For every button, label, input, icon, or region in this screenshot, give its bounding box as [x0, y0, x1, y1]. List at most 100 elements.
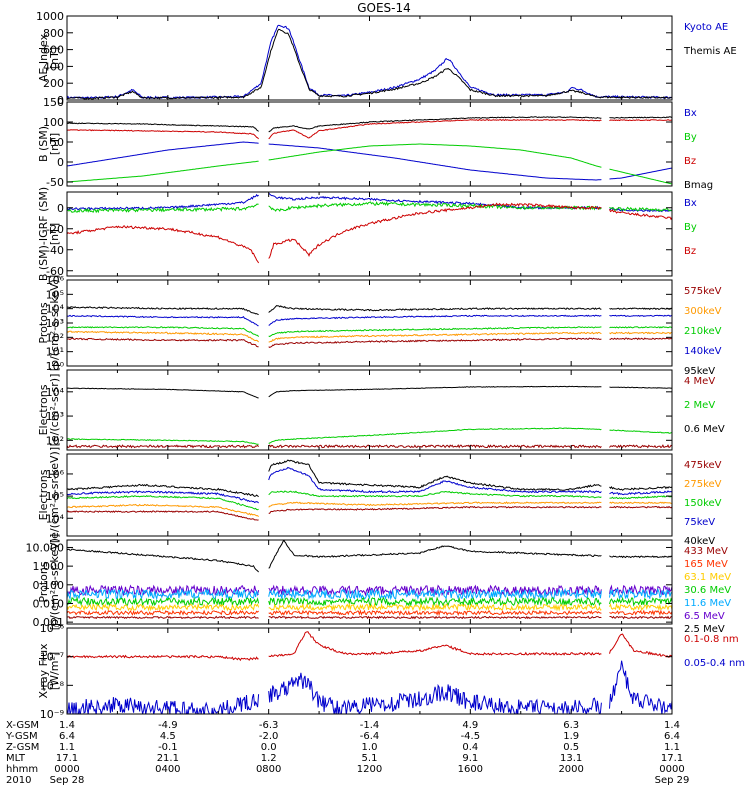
legend-entry: By	[684, 132, 697, 143]
x-axis-ephemeris: X-GSMY-GSMZ-GSMMLThhmm20101.46.41.117.10…	[5, 720, 689, 786]
ephemeris-value: 1.9	[563, 731, 579, 742]
series-line-5-0	[67, 459, 672, 498]
ephemeris-value: Sep 29	[655, 775, 690, 786]
panel-7: 10⁻⁹ 10⁻⁸ 10⁻⁷ 10⁻⁶ X-ray Flux[W/m²] 0.1-0.8 …	[37, 622, 745, 721]
ephemeris-value: 17.1	[56, 753, 78, 764]
y-axis-label: Protons	[37, 561, 50, 602]
trace-group	[67, 305, 672, 348]
legend-entry: 150keV	[684, 498, 722, 509]
panel-frame	[66, 101, 673, 187]
y-tick-label: -50	[46, 176, 64, 189]
legend-entry: 275keV	[684, 479, 722, 490]
legend-entry: 300keV	[684, 306, 722, 317]
ephemeris-value: 0.4	[462, 742, 478, 753]
legend-entry: 95keV	[684, 366, 715, 377]
y-tick-label: 800	[43, 27, 64, 40]
legend-entry: Themis AE	[683, 46, 737, 57]
legend-entry: Bmag	[684, 180, 713, 191]
ephemeris-value: 1.1	[59, 742, 75, 753]
panel-1: -50 0 50 100 150 B (SM)[nT] Bx By Bz Bmag	[37, 96, 713, 191]
legend-entry: 165 MeV	[684, 559, 728, 570]
series-line-0-1	[67, 28, 672, 100]
y-axis-label: B (SM)	[37, 126, 50, 162]
legend-entry: 0.05-0.4 nm	[684, 658, 745, 669]
y-tick-label: -20	[46, 223, 64, 236]
y-tick-label: 1.000	[33, 560, 65, 573]
y-tick-label: 0.100	[33, 579, 65, 592]
series-line-1-1	[67, 143, 672, 185]
legend-entry: 63.1 MeV	[684, 572, 731, 583]
y-tick-label: 600	[43, 44, 64, 57]
ephemeris-value: 13.1	[560, 753, 582, 764]
y-axis-label: [W/m²]	[48, 652, 61, 690]
y-tick-label: 10⁵	[46, 490, 64, 503]
series-line-1-3	[67, 116, 672, 133]
series-line-6-5	[67, 615, 672, 620]
panel-0: 0 200 400 600 800 1000 AE Index[nT] Kyoto AE The…	[36, 10, 737, 107]
ephemeris-value: 6.4	[59, 731, 75, 742]
ephemeris-value: -2.0	[259, 731, 279, 742]
ephemeris-value: 1600	[458, 764, 483, 775]
y-tick-label: 400	[43, 60, 64, 73]
y-tick-label: 10⁶	[46, 468, 65, 481]
y-tick-label: 0	[57, 156, 64, 169]
trace-group	[67, 116, 672, 185]
y-tick-label: 10²	[46, 331, 64, 344]
series-line-5-3	[67, 501, 672, 518]
panel-frame	[66, 191, 673, 277]
ephemeris-value: 4.5	[160, 731, 176, 742]
trace-group	[67, 24, 672, 100]
y-tick-label: 10⁶	[46, 274, 65, 287]
y-tick-label: 200	[43, 77, 64, 90]
y-axis-label: Electrons	[37, 469, 50, 520]
y-axis-label: Electrons	[37, 384, 50, 435]
y-tick-label: 0.001	[33, 616, 65, 629]
series-line-6-1	[67, 587, 672, 601]
ephemeris-value: 1.2	[261, 753, 277, 764]
ephemeris-value: 1200	[357, 764, 382, 775]
legend-entry: 0.1-0.8 nm	[684, 634, 739, 645]
legend-entry: 210keV	[684, 326, 722, 337]
ephemeris-value: 1.4	[664, 720, 680, 731]
panel-2: -60 -40 -20 0 B (SM)-IGRF (SM)[nT] Bx By Bz	[37, 187, 697, 281]
y-axis-label: [p/(cm²-s-sr-keV)]	[48, 275, 61, 372]
ephemeris-value: 6.4	[664, 731, 680, 742]
legend-entry: 11.6 MeV	[684, 598, 731, 609]
y-tick-label: 10³	[46, 317, 64, 330]
series-line-2-1	[67, 201, 672, 214]
y-tick-label: 150	[43, 96, 64, 109]
y-axis-label: Protons	[37, 302, 50, 343]
ephemeris-row-label: Y-GSM	[5, 731, 38, 742]
ephemeris-value: 0800	[256, 764, 281, 775]
plot-title: GOES-14	[357, 1, 411, 15]
series-line-4-2	[67, 444, 672, 449]
y-axis-label: [nT]	[48, 223, 61, 245]
legend-entry: 30.6 MeV	[684, 585, 731, 596]
trace-group	[67, 459, 672, 521]
series-line-3-3	[67, 330, 672, 343]
ephemeris-value: 0000	[659, 764, 684, 775]
ephemeris-value: Sep 28	[50, 775, 85, 786]
y-axis-label: B (SM)-IGRF (SM)	[37, 187, 50, 281]
legend-entry: Bx	[684, 108, 697, 119]
legend-entry: 433 MeV	[684, 546, 728, 557]
series-line-6-4	[67, 609, 672, 617]
ephemeris-row-label: X-GSM	[6, 720, 39, 731]
ephemeris-value: 17.1	[661, 753, 683, 764]
series-line-3-1	[67, 314, 672, 327]
legend-entry: Bz	[684, 246, 696, 257]
series-line-4-1	[67, 427, 672, 445]
series-line-3-0	[67, 305, 672, 316]
ephemeris-value: 21.1	[157, 753, 179, 764]
y-tick-label: 10⁻⁸	[40, 679, 65, 692]
y-tick-label: 0.010	[33, 597, 65, 610]
series-line-2-2	[67, 202, 672, 264]
y-tick-label: 10⁻⁶	[40, 622, 65, 635]
panel-frame	[66, 279, 673, 367]
ephemeris-value: 0.0	[261, 742, 277, 753]
ephemeris-row-label: hhmm	[6, 764, 38, 775]
